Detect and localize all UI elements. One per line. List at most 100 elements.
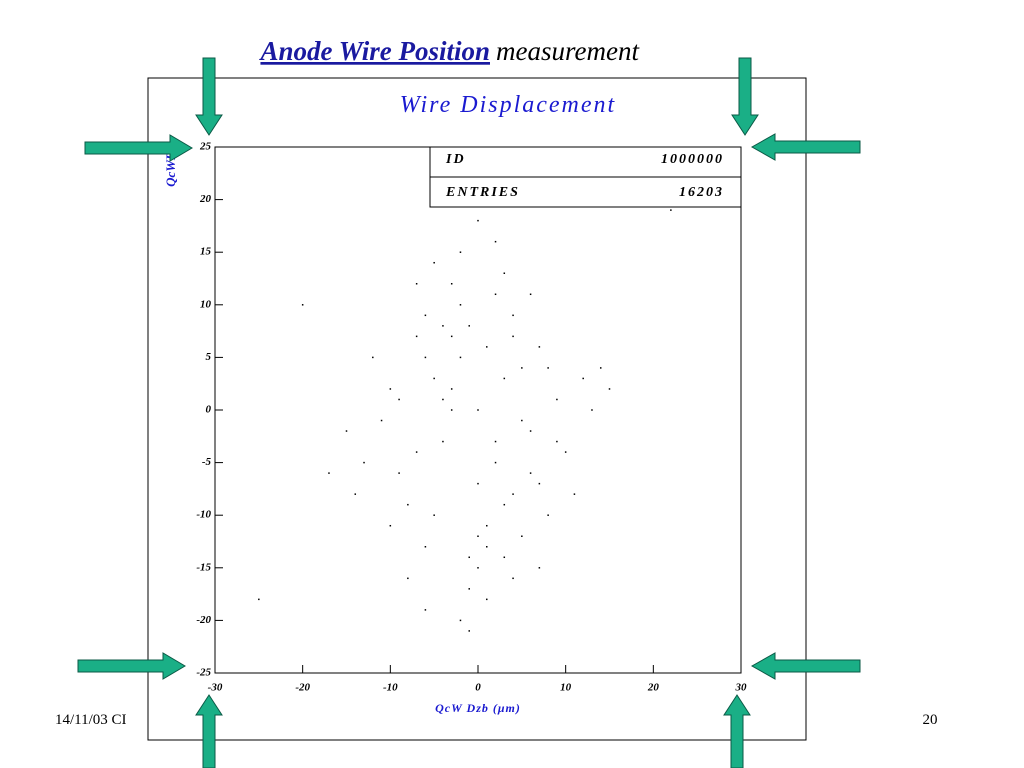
point [433,514,435,516]
point [442,398,444,401]
x-tick-label: -30 [208,682,223,694]
point [415,283,418,285]
point [521,419,523,422]
point [442,325,444,327]
arrow [195,57,223,136]
point [529,430,532,432]
point [556,398,558,401]
x-tick-label: 20 [647,682,660,694]
y-tick-label: -25 [196,667,211,679]
x-axis-label: QcW Dzb (μm) [435,701,521,715]
point [433,377,435,380]
point [503,503,506,506]
point [494,293,497,296]
point [494,440,497,443]
point [459,619,462,622]
point [345,430,348,432]
y-tick-label: 5 [206,351,212,363]
x-tick-label: 10 [560,682,572,694]
point [503,272,506,274]
footer-left: 14/11/03 CI [55,712,127,728]
point [372,356,374,359]
y-tick-label: 0 [206,404,212,416]
slide-title-rest: measurement [496,36,640,66]
point [486,546,488,548]
arrow [77,652,186,680]
point [415,335,418,338]
point [591,409,593,411]
point [512,577,514,580]
point [477,219,479,222]
x-tick-label: 30 [735,682,748,694]
arrow [195,694,223,768]
point [380,419,383,422]
point [547,514,549,516]
slide-title: Anode Wire Position [258,36,490,66]
x-tick-label: 0 [475,682,481,694]
point [486,524,488,527]
point [564,451,567,453]
point [582,377,584,380]
stats-value: 1000000 [661,152,724,167]
arrow [84,134,193,162]
point [442,440,444,443]
point [407,577,409,580]
point [328,472,330,474]
point [503,377,506,380]
point [573,493,576,495]
x-tick-label: -10 [383,682,398,694]
arrow [731,57,759,136]
point [477,567,479,569]
point [424,314,427,317]
point [538,346,541,348]
point [301,304,304,306]
y-tick-label: 15 [200,246,212,258]
point [459,356,462,359]
point [415,451,418,453]
point [450,335,453,338]
stats-value: 16203 [679,185,724,200]
point [424,609,427,611]
point [494,461,497,464]
point [450,283,453,285]
page-number: 20 [923,712,938,728]
point [503,556,506,559]
x-tick-label: -20 [295,682,310,694]
stats-label: ID [445,152,466,167]
point [512,493,514,495]
point [521,367,523,369]
point [486,346,488,348]
point [459,251,462,253]
point [468,556,470,559]
point [529,472,532,474]
point [433,261,435,264]
y-tick-label: -15 [196,561,211,573]
point [424,546,427,548]
point [547,367,549,369]
point [512,335,514,338]
y-tick-label: 10 [200,298,212,310]
y-tick-label: 25 [199,141,212,153]
point [477,482,479,485]
arrow [750,652,861,680]
point [670,209,672,211]
point [258,598,260,601]
point [468,325,470,327]
point [538,567,541,569]
point [389,524,392,527]
point [450,409,453,411]
point [608,388,611,390]
point [354,493,357,495]
point [494,240,497,243]
y-tick-label: 20 [199,193,212,205]
point [407,503,409,506]
point [459,304,462,306]
point [521,535,523,537]
point [486,598,488,601]
point [468,588,470,590]
chart-title: Wire Displacement [400,92,616,118]
point [363,461,365,464]
arrow [750,133,861,161]
